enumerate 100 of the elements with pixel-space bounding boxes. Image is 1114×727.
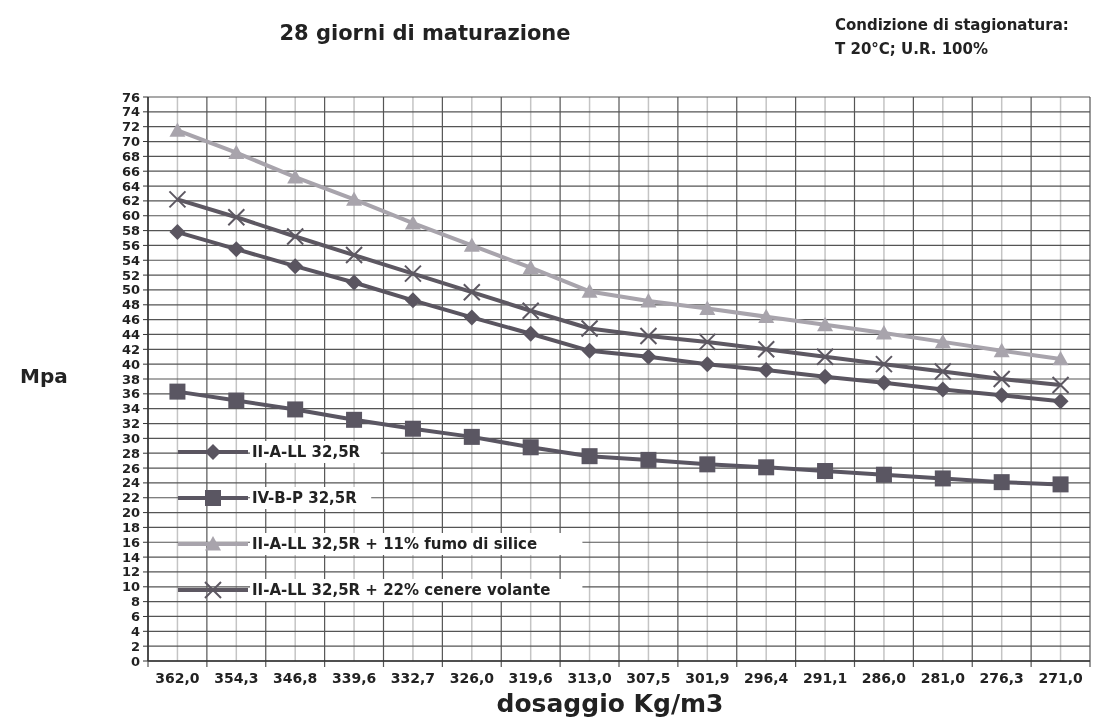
point bbox=[1052, 350, 1069, 366]
point bbox=[993, 387, 1010, 404]
point bbox=[817, 368, 834, 385]
x-tick-label: 354,3 bbox=[214, 670, 259, 686]
point bbox=[699, 356, 716, 373]
point bbox=[287, 258, 304, 275]
y-tick-label: 50 bbox=[121, 282, 140, 298]
y-tick-label: 42 bbox=[121, 341, 140, 357]
point bbox=[875, 324, 892, 340]
point bbox=[522, 325, 539, 342]
x-tick-label: 291,1 bbox=[802, 670, 848, 686]
point bbox=[817, 463, 834, 480]
point bbox=[404, 420, 421, 437]
x-tick-label: 339,6 bbox=[331, 670, 377, 686]
y-tick-label: 60 bbox=[121, 208, 140, 224]
point bbox=[345, 246, 364, 265]
point bbox=[463, 309, 480, 326]
point bbox=[640, 293, 657, 308]
y-tick-label: 74 bbox=[121, 104, 140, 120]
point bbox=[346, 191, 363, 206]
point bbox=[758, 362, 775, 379]
point bbox=[757, 340, 776, 359]
legend-label: IV-B-P 32,5R bbox=[252, 489, 358, 508]
point bbox=[816, 347, 835, 366]
y-tick-label: 64 bbox=[121, 178, 140, 194]
y-tick-label: 20 bbox=[121, 505, 140, 521]
y-tick-label: 28 bbox=[121, 445, 140, 461]
point bbox=[875, 374, 892, 391]
y-tick-label: 22 bbox=[121, 490, 140, 506]
x-tick-label: 346,8 bbox=[273, 670, 318, 686]
x-tick-label: 332,7 bbox=[390, 670, 436, 686]
y-tick-label: 30 bbox=[121, 430, 140, 446]
point bbox=[581, 283, 598, 298]
point bbox=[286, 227, 305, 246]
chart-title: 28 giorni di maturazione bbox=[279, 21, 571, 45]
point bbox=[993, 342, 1010, 358]
point bbox=[640, 348, 657, 365]
y-tick-label: 14 bbox=[121, 549, 140, 565]
y-tick-label: 0 bbox=[130, 653, 140, 669]
point bbox=[581, 448, 598, 465]
point bbox=[993, 474, 1010, 491]
point bbox=[228, 392, 245, 409]
y-tick-label: 6 bbox=[130, 609, 140, 625]
y-tick-label: 32 bbox=[121, 416, 140, 432]
legend-label: II-A-LL 32,5R bbox=[252, 443, 361, 462]
y-tick-label: 62 bbox=[121, 193, 140, 209]
x-axis-title: dosaggio Kg/m3 bbox=[496, 689, 724, 718]
point bbox=[404, 292, 421, 309]
y-tick-label: 76 bbox=[121, 89, 140, 105]
point bbox=[287, 401, 304, 418]
point bbox=[699, 456, 716, 473]
point bbox=[169, 122, 186, 137]
point bbox=[934, 333, 951, 349]
legend-label: II-A-LL 32,5R + 11% fumo di silice bbox=[252, 535, 538, 554]
y-tick-label: 46 bbox=[121, 312, 140, 328]
y-tick-label: 2 bbox=[130, 638, 140, 654]
x-tick-label: 296,4 bbox=[744, 670, 789, 686]
y-tick-label: 72 bbox=[121, 119, 140, 135]
y-tick-label: 52 bbox=[121, 267, 140, 283]
point bbox=[521, 301, 540, 320]
y-tick-label: 68 bbox=[121, 148, 140, 164]
point bbox=[992, 370, 1011, 388]
x-tick-label: 326,0 bbox=[449, 670, 495, 686]
y-tick-label: 36 bbox=[121, 386, 140, 402]
point bbox=[1051, 375, 1070, 394]
y-tick-label: 12 bbox=[121, 564, 140, 580]
y-tick-label: 58 bbox=[121, 223, 140, 239]
point bbox=[934, 470, 951, 487]
y-tick-label: 40 bbox=[121, 356, 140, 372]
y-tick-label: 24 bbox=[121, 475, 140, 491]
point bbox=[169, 224, 186, 241]
point bbox=[287, 169, 304, 184]
x-tick-label: 281,0 bbox=[920, 670, 966, 686]
y-tick-label: 70 bbox=[121, 134, 140, 150]
x-tick-label: 301,9 bbox=[685, 670, 730, 686]
point bbox=[640, 451, 657, 468]
y-tick-label: 54 bbox=[121, 252, 140, 268]
text: Condizione di stagionatura: T 20°C; U.R. 100% bbox=[835, 16, 1069, 58]
y-tick-label: 48 bbox=[121, 297, 140, 313]
x-tick-label: 307,5 bbox=[626, 670, 671, 686]
point bbox=[758, 459, 775, 476]
y-tick-label: 38 bbox=[121, 371, 140, 387]
point bbox=[228, 144, 245, 160]
x-tick-label: 276,3 bbox=[979, 670, 1024, 686]
y-tick-label: 4 bbox=[130, 623, 140, 639]
point bbox=[169, 383, 186, 400]
point bbox=[346, 411, 363, 428]
y-tick-label: 44 bbox=[121, 327, 140, 343]
point bbox=[758, 308, 775, 324]
x-tick-label: 286,0 bbox=[861, 670, 907, 686]
x-tick-label: 271,0 bbox=[1038, 670, 1083, 686]
y-tick-label: 26 bbox=[121, 460, 140, 476]
y-tick-label: 18 bbox=[121, 519, 140, 535]
point bbox=[227, 208, 246, 227]
point bbox=[463, 237, 480, 252]
point bbox=[1052, 476, 1069, 493]
point bbox=[1052, 393, 1069, 410]
point bbox=[817, 316, 834, 332]
point bbox=[581, 342, 598, 359]
point bbox=[346, 274, 363, 291]
